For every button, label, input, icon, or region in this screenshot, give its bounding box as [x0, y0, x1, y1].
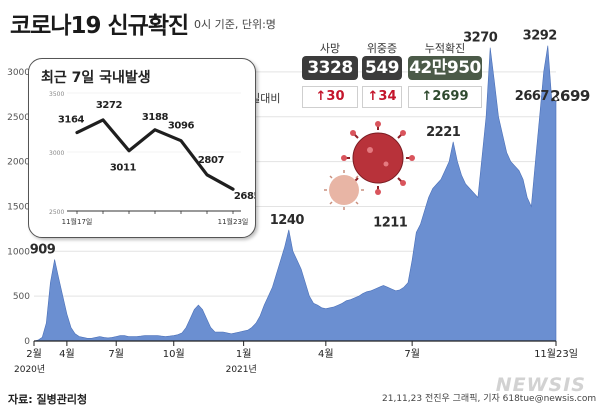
annotation-label: 1211	[373, 215, 408, 230]
annotation-label: 2221	[426, 125, 461, 140]
inset-data-label: 2685	[234, 191, 255, 202]
year-label: 2021년	[226, 364, 257, 375]
y-tick-label: 500	[13, 292, 30, 302]
inset-data-label: 3096	[168, 121, 195, 132]
inset-series-line	[75, 118, 235, 191]
x-tick-label: 7월	[108, 348, 124, 360]
severe-value: 549	[362, 56, 402, 80]
annotation-label: 1240	[270, 213, 305, 228]
severe-change: ↑34	[362, 86, 402, 108]
x-tick-label: 1월	[236, 348, 252, 360]
newsis-logo: NEWSIS	[495, 374, 586, 396]
source-label: 자료: 질병관리청	[8, 393, 88, 406]
inset-data-label: 3272	[96, 100, 123, 111]
page-subtitle: 0시 기준, 단위:명	[194, 18, 276, 31]
inset-data-label: 3188	[142, 112, 169, 123]
x-tick-label: 4월	[59, 348, 75, 360]
deaths-label: 사망	[319, 42, 341, 55]
severe-label: 위중증	[366, 42, 398, 55]
last-point-marker	[553, 96, 559, 102]
y-tick-label: 1000	[7, 247, 30, 257]
y-tick-label: 1500	[7, 202, 30, 212]
annotation-label: 2699	[550, 87, 590, 105]
x-tick-label: 2월	[26, 348, 42, 360]
cumulative-label: 누적확진	[424, 42, 466, 55]
credit-label: 21,11,23 전진우 그래픽, 기자 618tue@newsis.com	[382, 394, 597, 404]
x-tick-label: 11월23일	[534, 348, 578, 360]
inset-x-tick-label: 11월17일	[62, 217, 93, 226]
cumulative-value: 42만950	[408, 56, 482, 80]
x-tick-label: 10월	[163, 348, 185, 360]
area-series	[33, 45, 557, 342]
deaths-value: 3328	[302, 56, 358, 80]
page-title: 코로나19 신규확진	[10, 13, 189, 39]
x-tick-label: 4월	[318, 348, 334, 360]
annotation-label: 909	[30, 242, 56, 257]
cumulative-change: ↑2699	[408, 86, 482, 108]
annotation-label: 3270	[463, 31, 498, 46]
annotation-label: 2667	[515, 89, 550, 104]
y-tick-label: 0	[24, 337, 30, 347]
inset-title: 최근 7일 국내발생	[41, 70, 151, 86]
y-tick-label: 3000	[7, 68, 30, 78]
year-label: 2020년	[14, 364, 45, 375]
inset-x-tick-label: 11월23일	[218, 217, 249, 226]
inset-y-tick-label: 3000	[49, 150, 64, 157]
inset-y-tick-label: 2500	[49, 209, 64, 216]
deaths-change: ↑30	[302, 86, 358, 108]
recent-7day-panel: 최근 7일 국내발생 3500 3000 2500 3164 3272 3011 3188 3…	[28, 58, 256, 238]
inset-y-tick-label: 3500	[49, 91, 64, 98]
inset-data-label: 3011	[110, 163, 137, 174]
annotation-label: 3292	[523, 29, 557, 44]
inset-data-label: 3164	[58, 115, 85, 126]
x-tick-label: 7월	[404, 348, 420, 360]
y-tick-label: 2000	[7, 158, 30, 168]
y-tick-label: 2500	[7, 113, 30, 123]
inset-data-label: 2807	[198, 155, 225, 166]
